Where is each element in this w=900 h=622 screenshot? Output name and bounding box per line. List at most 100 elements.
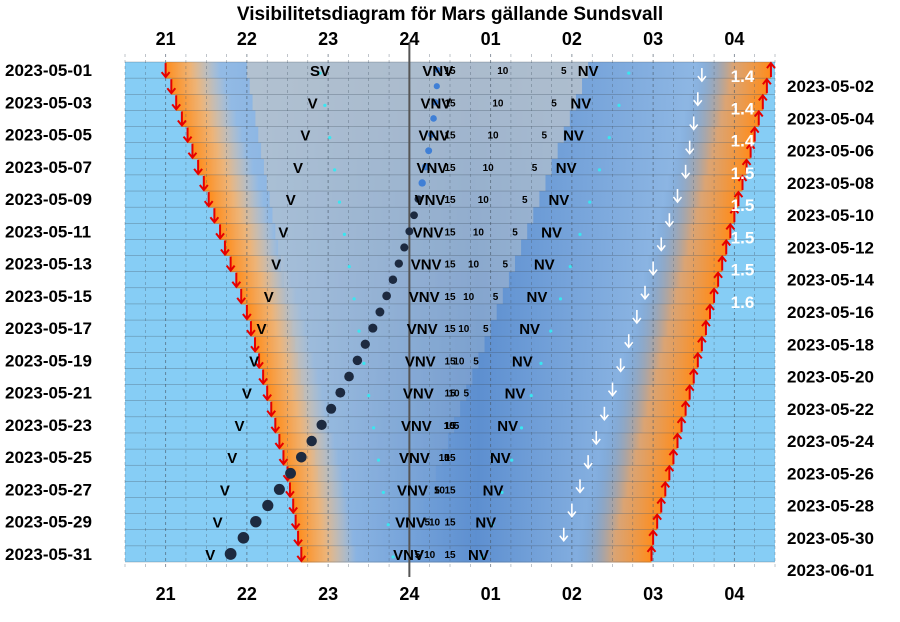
sunset-arrow-head [203, 200, 214, 208]
altitude-label: 10 [444, 421, 456, 432]
planet-position-dot [414, 195, 423, 203]
sunrise-arrow-head [684, 384, 695, 392]
dawn-twilight [655, 223, 731, 240]
direction-label-northwest: NV [468, 547, 489, 564]
altitude-label: 10 [497, 66, 509, 77]
dusk-twilight [275, 416, 331, 434]
dusk-twilight [192, 142, 248, 160]
sunset-arrow-head [296, 555, 307, 563]
date-label-right: 2023-05-08 [787, 174, 874, 193]
track-dot [578, 232, 582, 236]
dusk-twilight [165, 62, 221, 79]
altitude-label: 10 [434, 485, 446, 496]
altitude-label: 15 [444, 485, 456, 496]
twilight-arrow-head [697, 75, 707, 83]
twilight-arrow-head [648, 269, 658, 276]
direction-label-west: V [213, 515, 223, 532]
track-dot [323, 103, 327, 107]
planet-position-dot [433, 83, 440, 90]
sunrise-arrow-head [688, 367, 699, 376]
twilight-arrow-head [583, 462, 593, 470]
altitude-label: 10 [483, 163, 495, 174]
altitude-label: 15 [444, 260, 456, 271]
altitude-label: 15 [444, 518, 456, 529]
track-dot [519, 426, 524, 430]
sunset-arrow-head [171, 103, 181, 111]
sunrise-arrow-head [701, 319, 711, 327]
sunrise-arrow-head [656, 496, 667, 505]
sunset-arrow-head [225, 264, 236, 273]
direction-label-mid: VNV [401, 418, 432, 435]
altitude-label: 10 [458, 324, 470, 335]
sunset-arrow-head [293, 539, 303, 547]
twilight-arrow-head [599, 414, 609, 422]
altitude-label: 5 [434, 485, 440, 496]
dawn-twilight [586, 497, 662, 515]
planet-visible-region [303, 384, 467, 402]
track-dot [367, 394, 371, 398]
sunset-arrow-head [262, 394, 272, 402]
direction-label-west: V [235, 418, 245, 435]
sunset-arrow-head [231, 281, 242, 289]
dusk-twilight [259, 352, 315, 369]
track-dot [510, 458, 514, 462]
altitude-label: 10 [463, 292, 475, 303]
altitude-label: 15 [444, 131, 456, 142]
magnitude-label: 1.5 [731, 196, 755, 215]
sunset-arrow-head [220, 248, 230, 257]
direction-label-west: V [205, 547, 215, 564]
dawn-twilight [614, 384, 690, 402]
direction-label-west: V [227, 450, 237, 467]
planet-position-dot [237, 532, 250, 544]
altitude-label: 10 [468, 260, 480, 271]
track-dot [480, 555, 485, 559]
planet-position-dot [405, 227, 414, 236]
altitude-label: 15 [444, 453, 456, 464]
dawn-twilight [578, 529, 654, 547]
planet-position-dot [368, 323, 378, 333]
dawn-twilight [659, 207, 735, 224]
planet-position-dot [400, 243, 409, 252]
track-dot [391, 555, 395, 559]
sunset-arrow-head [250, 345, 260, 353]
altitude-label: 5 [454, 421, 460, 432]
altitude-label: 15 [444, 227, 456, 238]
planet-visible-region [266, 174, 546, 192]
twilight-arrow-head [607, 390, 618, 397]
twilight-arrow-head [656, 244, 666, 252]
sunset-arrow-head [278, 458, 289, 466]
planet-visible-region [278, 239, 522, 257]
magnitude-label: 1.4 [731, 132, 755, 151]
twilight-arrow-head [567, 511, 577, 518]
twilight-arrow-head [664, 220, 674, 228]
altitude-label: 10 [429, 518, 441, 529]
direction-label-mid: VNV [403, 386, 434, 403]
hour-tick-label-top: 02 [562, 29, 582, 49]
track-dot [597, 168, 602, 172]
night-band [246, 303, 710, 321]
sunrise-arrow-head [725, 222, 736, 230]
twilight-arrow-head [616, 365, 626, 373]
dawn-twilight [626, 336, 702, 353]
sunrise-arrow-head [646, 545, 657, 553]
direction-label-west: V [264, 289, 274, 306]
sunset-arrow-head [236, 297, 246, 305]
planet-visible-region [317, 465, 436, 482]
direction-label-mid: VNV [407, 321, 438, 338]
dusk-twilight [220, 223, 276, 240]
date-label-right: 2023-05-16 [787, 303, 874, 322]
altitude-label: 10 [473, 227, 485, 238]
date-label-right: 2023-05-24 [787, 432, 875, 451]
night-band [293, 497, 662, 515]
planet-position-dot [360, 339, 370, 349]
hour-tick-label-bottom: 22 [237, 584, 257, 604]
date-label-right: 2023-05-10 [787, 206, 874, 225]
date-label-left: 2023-05-09 [5, 190, 92, 209]
hour-tick-label-top: 03 [643, 29, 663, 49]
direction-label-west: SV [310, 63, 330, 80]
track-dot [328, 135, 332, 140]
sunrise-arrow-head [721, 238, 732, 247]
sunrise-arrow-head [729, 206, 740, 214]
night-band [295, 513, 658, 531]
track-dot [500, 490, 504, 495]
